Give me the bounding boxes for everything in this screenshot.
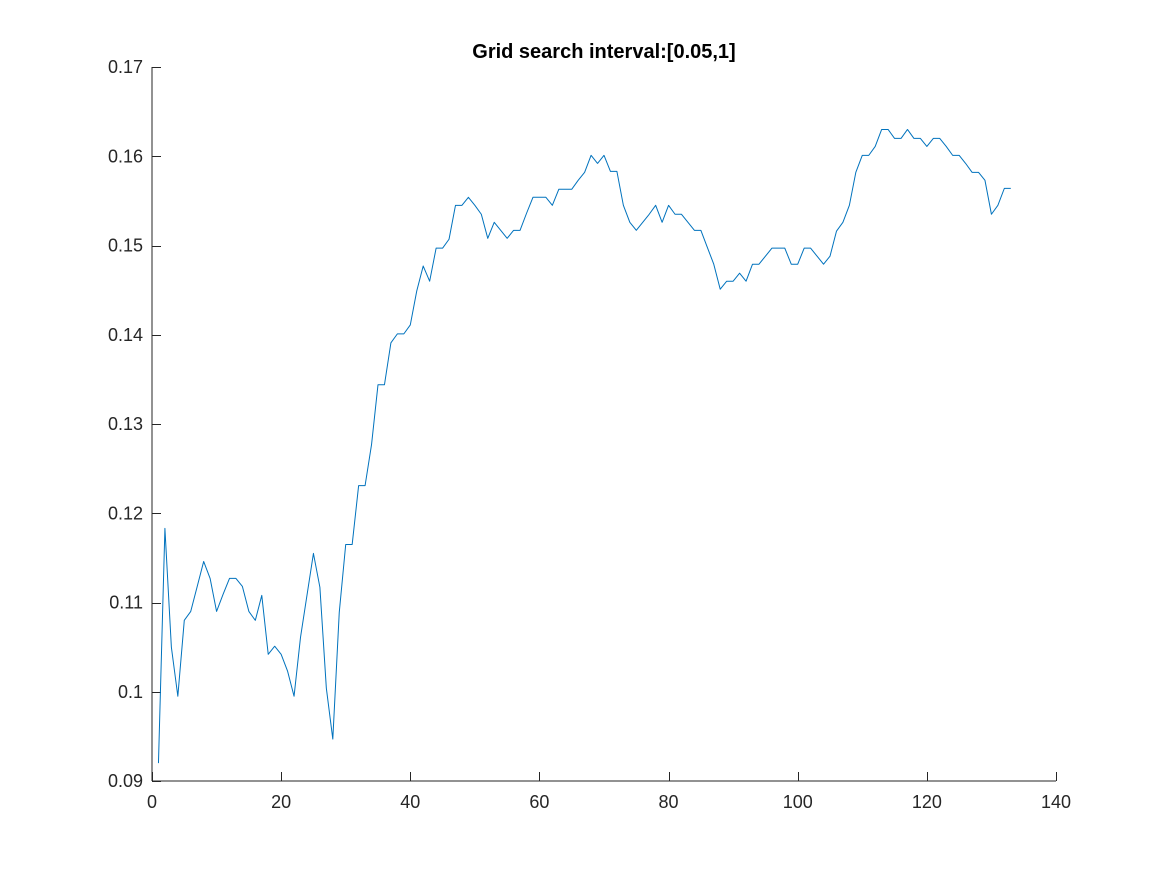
y-tick-label: 0.16	[108, 146, 143, 166]
y-tick-label: 0.1	[118, 682, 143, 702]
plot-area	[157, 128, 1011, 764]
axes: 0 20 40 60 80 100 120 140 0.09 0.1 0.11 0.12 0.13 0.1…	[108, 57, 1071, 812]
y-tick-label: 0.11	[109, 593, 143, 613]
y-tick-label: 0.14	[108, 325, 143, 345]
x-tick-label: 20	[271, 792, 291, 812]
series-line-1	[157, 128, 1011, 764]
x-tick-label: 100	[783, 792, 813, 812]
x-tick-label: 60	[529, 792, 549, 812]
x-tick-label: 80	[659, 792, 679, 812]
x-tick-label: 120	[912, 792, 942, 812]
x-tick-label: 140	[1041, 792, 1071, 812]
y-tick-label: 0.12	[108, 503, 143, 523]
y-tick-label: 0.17	[108, 57, 143, 77]
y-tick-label: 0.13	[108, 414, 143, 434]
y-tick-label: 0.15	[108, 236, 143, 256]
x-tick-label: 0	[147, 792, 157, 812]
chart-title: Grid search interval:[0.05,1]	[472, 41, 735, 63]
y-tick-label: 0.09	[108, 771, 143, 791]
x-tick-label: 40	[400, 792, 420, 812]
